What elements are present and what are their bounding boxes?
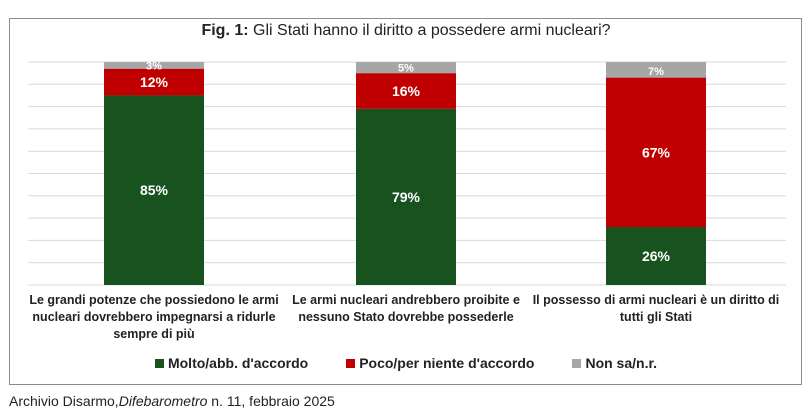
bar-segment — [104, 95, 204, 285]
legend-item-disagree: Poco/per niente d'accordo — [346, 355, 534, 371]
category-label-2: Le armi nucleari andrebbero proibite e n… — [292, 293, 520, 324]
legend-item-agree: Molto/abb. d'accordo — [154, 355, 309, 371]
bar-segment — [606, 227, 706, 285]
bar-segment — [104, 62, 204, 69]
bar-segment — [356, 73, 456, 109]
legend-swatch — [572, 358, 582, 368]
legend-label: Non sa/n.r. — [585, 355, 658, 371]
bar-segment — [104, 68, 204, 96]
bar-segment — [606, 62, 706, 78]
chart-frame — [9, 18, 802, 385]
chart-title: Fig. 1: Gli Stati hanno il diritto a pos… — [0, 22, 812, 40]
legend-label: Molto/abb. d'accordo — [167, 355, 309, 371]
data-label: 3% — [146, 60, 162, 72]
data-label: 26% — [642, 248, 671, 264]
category-label-3: Il possesso di armi nucleari è un diritt… — [532, 293, 780, 324]
category-label-1: Le grandi potenze che possiedono le armi… — [29, 293, 279, 341]
bar-segment — [356, 62, 456, 74]
legend-swatch — [346, 358, 356, 368]
data-label: 85% — [140, 182, 169, 198]
source-prefix: Archivio Disarmo, — [9, 393, 119, 409]
data-label: 79% — [392, 189, 421, 205]
title-prefix: Fig. 1: — [201, 22, 249, 39]
bar-segment — [356, 108, 456, 285]
bar-segment — [606, 77, 706, 228]
source-publication: Difebarometro — [118, 393, 208, 409]
source-note: Archivio Disarmo,Difebarometro n. 11, fe… — [9, 393, 335, 409]
data-label: 12% — [140, 74, 169, 90]
source-suffix: n. 11, febbraio 2025 — [207, 393, 335, 409]
title-text: Gli Stati hanno il diritto a possedere a… — [253, 22, 611, 39]
legend-label: Poco/per niente d'accordo — [359, 355, 535, 371]
legend-swatch — [154, 358, 164, 368]
legend-item-no-answer: Non sa/n.r. — [572, 355, 657, 371]
data-label: 67% — [642, 144, 671, 160]
legend: Molto/abb. d'accordo Poco/per niente d'a… — [0, 355, 812, 371]
data-label: 7% — [648, 66, 664, 78]
data-label: 16% — [392, 83, 421, 99]
data-label: 5% — [398, 63, 414, 75]
